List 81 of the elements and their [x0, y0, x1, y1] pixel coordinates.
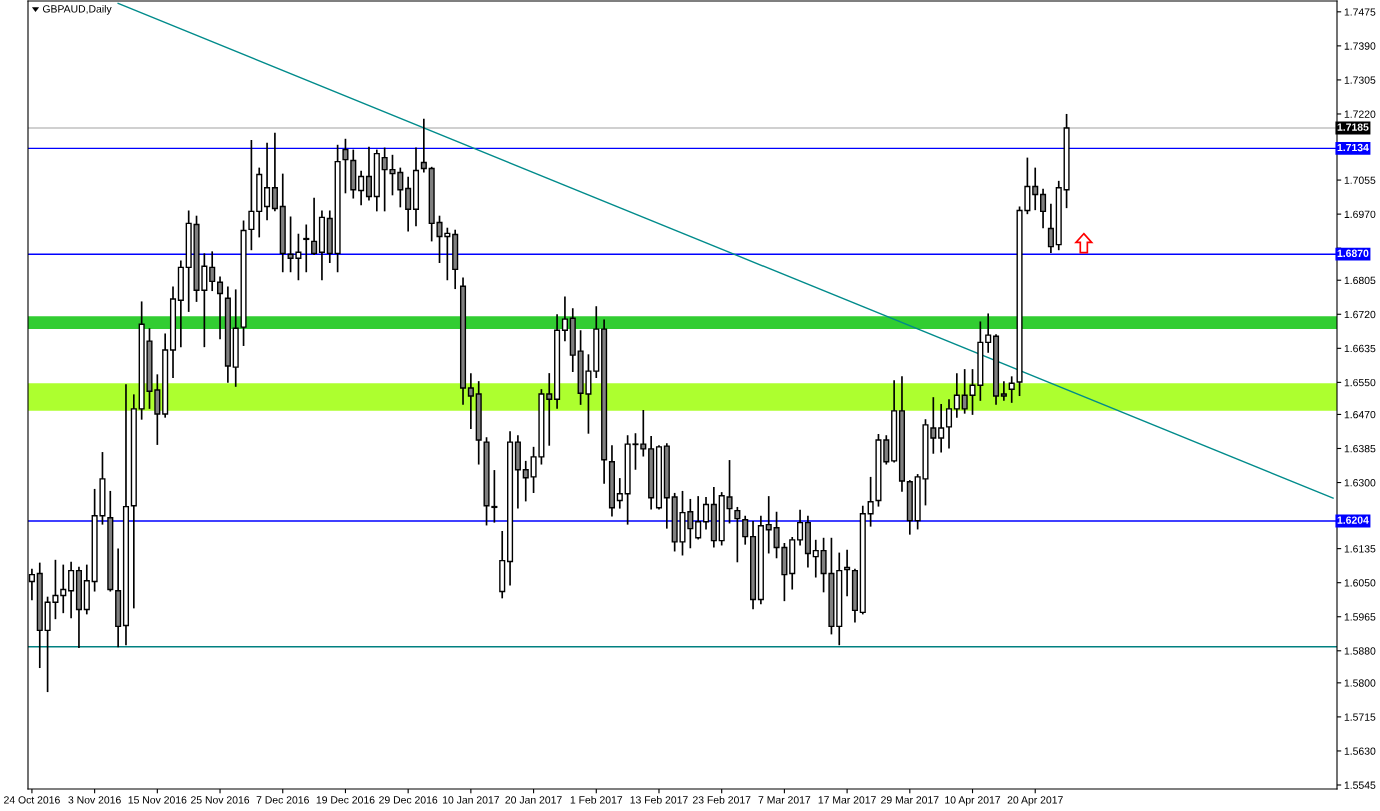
- x-tick-label: 13 Feb 2017: [630, 795, 688, 804]
- y-tick-label: 1.6635: [1344, 344, 1376, 353]
- x-tick-label: 17 Mar 2017: [818, 796, 876, 804]
- candlestick: [68, 561, 75, 619]
- chart-title: GBPAUD,Daily: [42, 4, 112, 15]
- candlestick: [420, 118, 427, 173]
- x-tick-label: 3 Nov 2016: [68, 796, 121, 804]
- x-tick-label: 20 Apr 2017: [1007, 796, 1063, 806]
- candlestick: [945, 399, 953, 449]
- candlestick: [797, 509, 804, 546]
- x-tick-label: 29 Mar 2017: [881, 796, 939, 804]
- candlestick: [734, 506, 741, 563]
- y-tick-label: 1.6805: [1344, 276, 1376, 285]
- y-tick-label: 1.6970: [1344, 210, 1376, 218]
- candlestick: [248, 139, 255, 251]
- candlestick: [1008, 376, 1015, 403]
- y-tick-label: 1.7475: [1344, 8, 1376, 16]
- y-tick-label: 1.6385: [1344, 444, 1376, 453]
- y-tick-label: 1.7390: [1344, 42, 1376, 50]
- candlestick: [216, 276, 224, 340]
- candlestick: [303, 224, 310, 273]
- candlestick: [938, 403, 945, 453]
- y-tick-label: 1.7055: [1344, 176, 1376, 184]
- candlestick: [358, 170, 365, 206]
- candlestick: [264, 142, 271, 221]
- x-tick-label: 10 Apr 2017: [945, 796, 1001, 806]
- y-tick-label: 1.6550: [1344, 378, 1376, 387]
- candlestick: [985, 313, 992, 353]
- candlestick: [561, 296, 568, 342]
- candlestick: [546, 373, 553, 446]
- candlestick: [867, 476, 874, 527]
- y-tick-label: 1.6470: [1344, 410, 1376, 419]
- y-tick-label: 1.5800: [1344, 679, 1376, 687]
- candlestick: [695, 496, 702, 540]
- candlestick: [491, 470, 498, 523]
- candlestick: [311, 197, 318, 256]
- candlestick: [765, 496, 772, 554]
- y-tick-label: 1.5630: [1344, 747, 1376, 755]
- candlestick: [812, 539, 819, 578]
- candlestick: [271, 132, 278, 212]
- candlestick: [60, 564, 67, 614]
- ref-line-label: 1.6204: [1337, 516, 1369, 524]
- candlestick: [1047, 203, 1054, 254]
- y-tick-label: 1.6050: [1344, 579, 1376, 587]
- candlestick: [702, 496, 710, 530]
- candlestick: [844, 549, 851, 597]
- x-tick-label: 29 Dec 2016: [379, 796, 438, 804]
- y-tick-label: 1.6720: [1344, 310, 1376, 319]
- y-tick-label: 1.5545: [1344, 781, 1376, 789]
- x-tick-label: 23 Feb 2017: [692, 795, 751, 804]
- y-tick-label: 1.5880: [1344, 647, 1376, 655]
- y-tick-label: 1.6300: [1344, 479, 1376, 487]
- y-tick-label: 1.5715: [1344, 713, 1376, 721]
- y-tick-label: 1.6135: [1344, 545, 1376, 553]
- candlestick: [953, 373, 960, 418]
- x-tick-label: 19 Dec 2016: [316, 796, 375, 804]
- x-tick-label: 25 Nov 2016: [191, 796, 250, 804]
- x-tick-label: 15 Nov 2016: [128, 796, 187, 804]
- candlestick: [616, 478, 623, 509]
- ref-line-label: 1.6870: [1337, 249, 1369, 257]
- x-tick-label: 1 Feb 2017: [570, 795, 623, 804]
- candlestick: [209, 251, 216, 292]
- ref-line-label: 1.7185: [1337, 123, 1369, 131]
- x-tick-label: 7 Dec 2016: [256, 796, 309, 804]
- x-tick-label: 7 Mar 2017: [758, 796, 811, 804]
- y-tick-label: 1.7220: [1344, 110, 1376, 118]
- candlestick: [1000, 381, 1007, 401]
- candlestick: [522, 460, 529, 502]
- candlestick: [742, 515, 749, 545]
- y-tick-label: 1.7305: [1344, 76, 1376, 84]
- candlestick: [1032, 167, 1039, 211]
- y-tick-label: 1.5965: [1344, 613, 1376, 621]
- candlestick: [467, 373, 474, 429]
- x-tick-label: 24 Oct 2016: [4, 796, 60, 804]
- ref-line-label: 1.7134: [1337, 143, 1369, 152]
- candlestick: [342, 138, 349, 194]
- x-tick-label: 20 Jan 2017: [505, 796, 562, 804]
- candlestick: [365, 146, 373, 201]
- candlestick: [1040, 188, 1047, 229]
- candlestick: [405, 176, 412, 232]
- x-tick-label: 10 Jan 2017: [442, 796, 500, 804]
